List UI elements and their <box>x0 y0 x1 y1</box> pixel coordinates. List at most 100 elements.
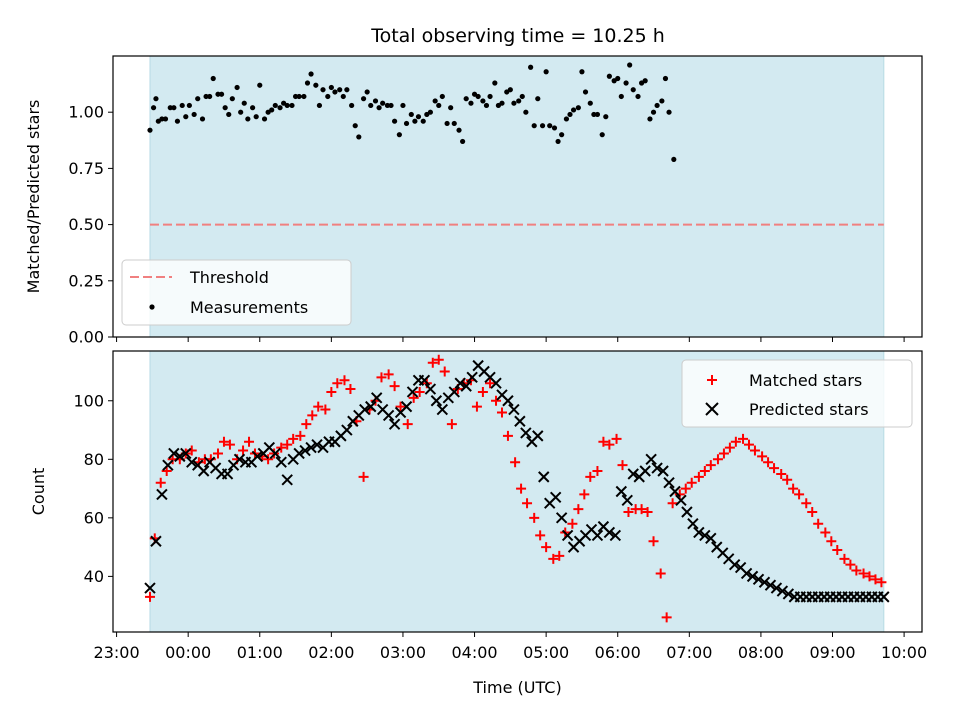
measurement-point <box>635 93 641 100</box>
predicted-star-point <box>561 529 574 542</box>
ratio-axis-label: Matched/Predicted stars <box>24 100 43 294</box>
matched-star-point <box>585 471 596 482</box>
matched-star-point <box>617 460 628 471</box>
matched-star-point <box>295 430 306 441</box>
measurement-point <box>555 138 561 145</box>
matched-star-point <box>263 454 274 465</box>
predicted-star-point <box>758 576 771 588</box>
measurement-point <box>432 98 438 104</box>
matched-star-point <box>522 498 533 509</box>
matched-star-point <box>326 386 337 397</box>
matched-star-point <box>224 439 235 450</box>
predicted-star-point <box>180 447 192 460</box>
matched-star-point <box>395 401 406 412</box>
predicted-star-point <box>275 456 287 468</box>
measurement-point <box>162 116 169 122</box>
count-ytick-label: 40 <box>84 567 104 586</box>
matched-star-point <box>801 498 812 509</box>
measurement-point <box>277 105 283 111</box>
predicted-star-point <box>269 447 281 460</box>
measurement-point <box>356 134 362 140</box>
predicted-star-point <box>233 453 246 466</box>
measurement-point <box>468 100 474 106</box>
matched-star-point <box>642 506 653 517</box>
measurement-point <box>174 118 181 124</box>
measurement-point <box>519 93 525 100</box>
matched-star-point <box>623 506 634 517</box>
matched-star-point <box>788 483 799 494</box>
measurement-point <box>229 96 235 102</box>
ratio-legend: Threshold Measurements <box>121 259 352 326</box>
measurement-point <box>368 102 374 109</box>
x-tick-label: 06:00 <box>595 643 641 662</box>
measurement-point <box>218 91 225 97</box>
matched-star-point <box>757 451 768 462</box>
matched-star-point <box>320 404 331 415</box>
measurement-point <box>606 73 612 79</box>
legend-measurements-swatch <box>149 304 155 310</box>
measurement-point <box>308 71 314 77</box>
matched-star-point <box>769 463 780 474</box>
legend-predicted-label: Predicted stars <box>749 400 869 419</box>
measurement-point <box>403 120 410 127</box>
predicted-star-point <box>627 468 639 480</box>
predicted-star-point <box>400 400 413 413</box>
measurement-point <box>436 102 442 109</box>
measurement-point <box>671 156 677 163</box>
measurement-point <box>420 118 426 124</box>
measurement-point <box>642 78 648 84</box>
matched-star-point <box>414 386 425 397</box>
matched-star-point <box>155 477 166 488</box>
measurement-point <box>623 80 629 86</box>
predicted-star-point <box>430 395 443 407</box>
matched-star-point <box>826 536 837 547</box>
predicted-star-point <box>705 532 717 545</box>
matched-star-point <box>636 504 647 515</box>
matched-star-point <box>535 530 546 541</box>
predicted-star-point <box>454 377 466 389</box>
x-tick-label: 09:00 <box>809 643 855 662</box>
matched-star-point <box>693 471 704 482</box>
matched-star-point <box>144 591 155 602</box>
measurement-point <box>234 84 240 91</box>
measurement-point <box>159 116 165 122</box>
measurement-point <box>352 123 358 129</box>
predicted-star-point <box>591 529 604 542</box>
measurement-point <box>618 93 624 100</box>
measurement-point <box>289 102 295 109</box>
legend-threshold-label: Threshold <box>189 268 269 287</box>
predicted-star-point <box>675 494 687 506</box>
matched-star-point <box>510 457 521 468</box>
measurement-point <box>203 93 209 100</box>
predicted-star-point <box>448 386 460 398</box>
predicted-star-point <box>251 450 264 463</box>
predicted-star-point <box>311 438 323 451</box>
measurement-point <box>427 109 433 115</box>
x-tick-label: 23:00 <box>94 643 140 662</box>
matched-star-point <box>807 506 818 517</box>
measurement-point <box>272 102 278 109</box>
measurement-point <box>153 96 159 102</box>
measurement-point <box>400 102 406 109</box>
measurement-point <box>388 102 394 109</box>
matched-star-point <box>345 384 356 395</box>
matched-star-point <box>611 433 622 444</box>
axes-frame <box>112 55 923 338</box>
matched-star-point <box>541 542 552 553</box>
x-tick-label: 10:00 <box>881 643 927 662</box>
measurement-point <box>215 91 221 97</box>
measurement-point <box>480 98 486 104</box>
count-ytick-label: 80 <box>84 450 104 469</box>
measurement-point <box>516 98 522 104</box>
predicted-star-point <box>490 377 502 389</box>
matched-star-point <box>567 518 578 529</box>
predicted-star-point <box>532 430 544 442</box>
matched-star-point <box>383 369 394 380</box>
matched-star-point <box>402 419 413 430</box>
x-tick-label: 07:00 <box>666 643 712 662</box>
matched-star-point <box>686 477 697 488</box>
predicted-star-point <box>681 506 693 518</box>
legend-box <box>121 259 352 326</box>
measurement-point <box>191 111 197 118</box>
measurement-point <box>253 114 259 120</box>
